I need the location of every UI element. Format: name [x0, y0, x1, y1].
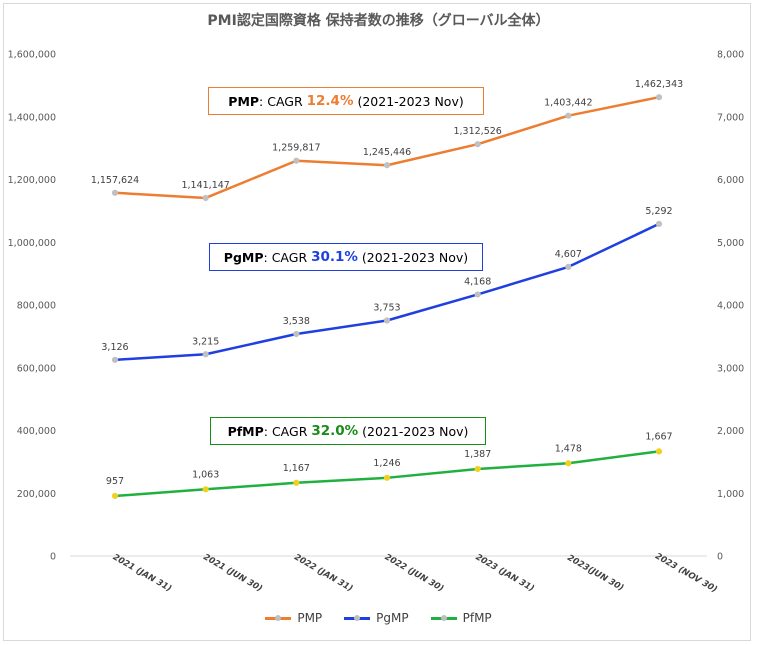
- data-label: 1,462,343: [635, 79, 683, 90]
- legend-label: PgMP: [376, 611, 409, 625]
- cagr-prefix: : CAGR: [259, 93, 307, 109]
- legend-item-pfmp[interactable]: PfMP: [430, 611, 492, 625]
- data-label: 1,387: [464, 449, 491, 460]
- cagr-series-name: PfMP: [227, 423, 264, 439]
- cagr-prefix: : CAGR: [263, 423, 312, 439]
- data-point: [202, 194, 209, 202]
- data-label: 1,667: [645, 431, 672, 442]
- data-point: [293, 157, 300, 164]
- data-point: [111, 356, 119, 363]
- data-point: [565, 460, 572, 467]
- data-label: 3,538: [283, 316, 310, 327]
- right-axis-tick-label: 2,000: [717, 426, 744, 437]
- data-point: [383, 317, 391, 324]
- data-label: 1,245,446: [363, 147, 411, 158]
- right-axis-tick-label: 7,000: [717, 112, 744, 123]
- x-axis-tick-label: 2023 (JAN 31): [474, 552, 536, 594]
- legend-swatch: [344, 614, 371, 621]
- chart-title: PMI認定国際資格 保持者数の推移（グローバル全体）: [207, 13, 550, 29]
- x-axis-tick-label: 2022 (JUN 30): [383, 552, 446, 594]
- right-axis-tick-label: 5,000: [717, 238, 744, 249]
- data-label: 3,215: [192, 336, 219, 347]
- data-point: [111, 189, 119, 196]
- cagr-value: 32.0%: [311, 423, 359, 439]
- data-label: 1,246: [373, 458, 400, 469]
- left-axis-tick-label: 1,200,000: [8, 175, 56, 186]
- right-axis-tick-label: 1,000: [717, 489, 744, 500]
- left-axis-tick-label: 400,000: [17, 426, 56, 437]
- data-point: [655, 220, 663, 228]
- x-axis-tick-label: 2021 (JUN 30): [201, 552, 264, 594]
- cagr-series-name: PgMP: [223, 249, 264, 265]
- data-point: [474, 141, 481, 148]
- legend-label: PfMP: [462, 611, 492, 625]
- legend-label: PMP: [297, 611, 323, 625]
- data-label: 1,312,526: [453, 126, 501, 137]
- right-axis-tick-label: 6,000: [717, 175, 744, 186]
- data-point: [474, 291, 481, 298]
- data-label: 1,478: [555, 443, 582, 454]
- data-label: 1,063: [192, 469, 219, 480]
- data-point: [383, 162, 391, 169]
- data-point: [474, 465, 481, 473]
- left-axis-tick-label: 1,600,000: [8, 50, 56, 61]
- data-label: 4,607: [555, 249, 582, 260]
- chart-frame: [3, 3, 751, 641]
- cagr-suffix: (2021-2023 Nov): [353, 93, 464, 109]
- data-point: [293, 479, 300, 486]
- data-label: 1,167: [283, 463, 310, 474]
- data-label: 1,157,624: [91, 175, 139, 186]
- x-axis-tick-label: 2023 (NOV 30): [653, 551, 719, 595]
- data-point: [111, 492, 119, 500]
- data-point: [202, 351, 209, 358]
- cagr-box-pmp: PMP : CAGR 12.4% (2021-2023 Nov): [208, 87, 484, 115]
- data-point: [655, 448, 663, 455]
- data-label: 3,753: [373, 302, 400, 313]
- left-axis-tick-label: 600,000: [17, 363, 56, 374]
- cagr-prefix: : CAGR: [263, 249, 312, 265]
- data-label: 3,126: [101, 342, 128, 353]
- left-axis-tick-label: 200,000: [17, 489, 56, 500]
- data-label: 1,141,147: [181, 180, 229, 191]
- legend-item-pmp[interactable]: PMP: [265, 611, 322, 625]
- cagr-series-name: PMP: [228, 93, 260, 109]
- data-label: 1,259,817: [272, 143, 320, 154]
- data-point: [565, 112, 572, 119]
- data-point: [383, 474, 391, 481]
- data-label: 957: [106, 476, 124, 487]
- x-axis-tick-label: 2022 (JAN 31): [292, 552, 354, 594]
- left-axis-tick-label: 1,000,000: [8, 238, 56, 249]
- data-label: 5,292: [645, 206, 672, 217]
- x-axis-tick-label: 2021 (JAN 31): [111, 552, 173, 594]
- x-axis-tick-label: 2023(JUN 30): [565, 553, 625, 593]
- right-axis-tick-label: 0: [717, 552, 723, 563]
- cagr-suffix: (2021-2023 Nov): [358, 423, 469, 439]
- right-axis-tick-label: 4,000: [717, 301, 744, 312]
- left-axis-tick-label: 1,400,000: [8, 112, 56, 123]
- data-label: 4,168: [464, 276, 491, 287]
- data-point: [565, 263, 572, 271]
- left-axis-tick-label: 0: [50, 552, 56, 563]
- data-point: [655, 94, 663, 101]
- cagr-box-pgmp: PgMP : CAGR 30.1% (2021-2023 Nov): [209, 243, 483, 271]
- data-label: 1,403,442: [544, 98, 592, 109]
- right-axis-tick-label: 8,000: [717, 50, 744, 61]
- legend-swatch: [430, 614, 457, 621]
- cagr-value: 30.1%: [311, 249, 358, 265]
- cagr-value: 12.4%: [306, 93, 354, 109]
- data-point: [202, 486, 209, 493]
- cagr-box-pfmp: PfMP : CAGR 32.0% (2021-2023 Nov): [210, 417, 486, 445]
- data-point: [293, 330, 300, 338]
- cagr-suffix: (2021-2023 Nov): [357, 249, 469, 265]
- left-axis-tick-label: 800,000: [17, 301, 56, 312]
- chart-legend: PMP PgMP PfMP: [0, 611, 757, 625]
- right-axis-tick-label: 3,000: [717, 363, 744, 374]
- legend-swatch: [265, 614, 292, 621]
- legend-item-pgmp[interactable]: PgMP: [344, 611, 409, 625]
